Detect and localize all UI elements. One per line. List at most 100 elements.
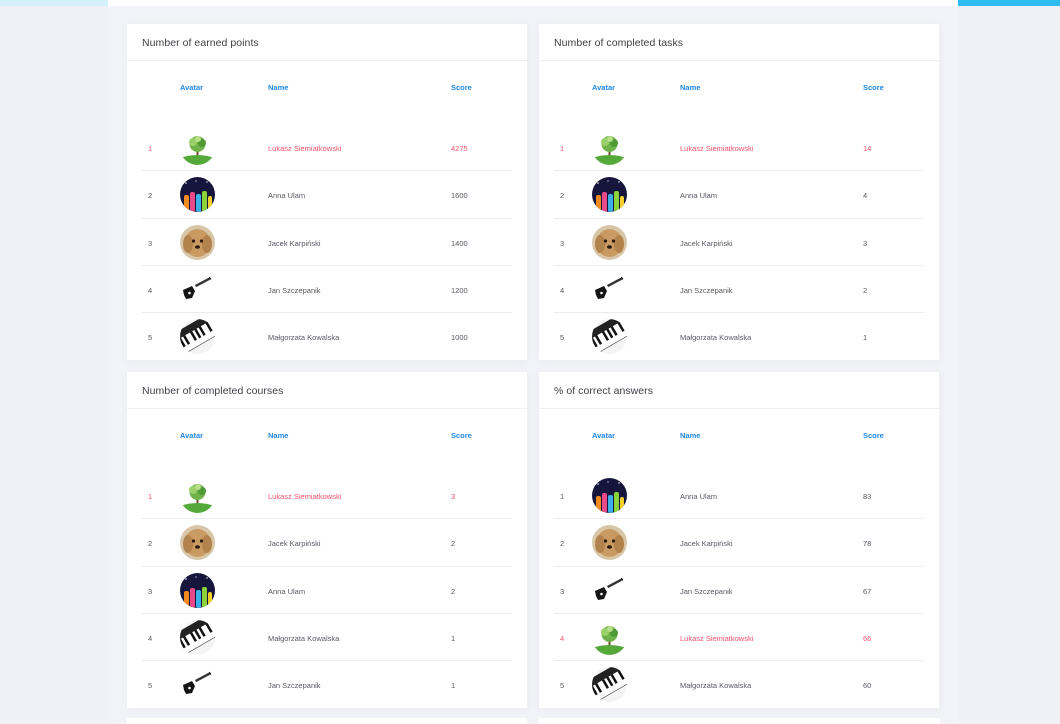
score-value: 1: [863, 333, 868, 343]
leaderboard-card-courses: Number of completed courses Avatar Name Sc…: [127, 372, 527, 708]
user-name: Jacek Karpiński: [268, 539, 321, 549]
score-value: 2: [451, 539, 456, 549]
column-header-score[interactable]: Score: [863, 83, 884, 92]
score-value: 3: [863, 238, 868, 248]
user-name: Małgorzata Kowalska: [268, 633, 340, 643]
table-row: 4 Lukasz Siemiatkowski 66: [554, 614, 924, 662]
table-row: 2 Anna Ulam 1600: [142, 171, 512, 219]
table-row: 3 Jacek Karpiński 3: [554, 219, 924, 266]
score-value: 14: [863, 144, 872, 153]
score-value: 4275: [451, 144, 468, 153]
column-header-score[interactable]: Score: [863, 431, 884, 440]
table-row: 2 Jacek Karpiński 2: [142, 519, 512, 567]
hands-avatar: [180, 572, 215, 608]
tree-avatar: [180, 478, 215, 513]
user-name: Lukasz Siemiatkowski: [268, 492, 342, 501]
dog-avatar: [180, 525, 215, 561]
rank-number: 4: [148, 633, 153, 643]
hands-avatar: [592, 177, 627, 213]
piano-avatar: [180, 319, 215, 355]
column-header-name[interactable]: Name: [268, 83, 289, 92]
piano-avatar: [180, 619, 215, 655]
rank-number: 3: [560, 238, 565, 248]
hands-avatar: [592, 478, 627, 513]
table-row: 4 Jan Szczepanik 2: [554, 266, 924, 314]
column-header-avatar[interactable]: Avatar: [180, 83, 204, 92]
score-value: 1600: [451, 191, 468, 201]
score-value: 2: [863, 285, 868, 295]
next-card-edge: [127, 718, 527, 724]
rank-number: 5: [560, 333, 565, 343]
next-card-edge: [539, 718, 940, 724]
card-title: Number of earned points: [127, 24, 527, 61]
column-header-score[interactable]: Score: [451, 83, 472, 92]
table-header: Avatar Name Score: [554, 409, 924, 472]
rank-number: 4: [560, 633, 565, 643]
user-name: Małgorzata Kowalska: [680, 681, 752, 691]
score-value: 3: [451, 492, 456, 501]
tree-avatar: [592, 619, 627, 655]
rank-number: 1: [148, 144, 153, 153]
rank-number: 2: [148, 191, 153, 201]
rank-number: 4: [560, 285, 565, 295]
score-value: 1400: [451, 238, 468, 248]
guitar-avatar: [180, 667, 215, 703]
score-value: 83: [863, 492, 872, 501]
column-header-name[interactable]: Name: [268, 431, 289, 440]
column-header-score[interactable]: Score: [451, 431, 472, 440]
score-value: 66: [863, 633, 872, 643]
guitar-avatar: [592, 572, 627, 608]
score-value: 1200: [451, 285, 468, 295]
table-row: 1 Lukasz Siemiatkowski 3: [142, 472, 512, 520]
user-name: Jan Szczepanik: [268, 681, 321, 691]
top-bar-right: [958, 0, 1060, 6]
leaderboard-card-tasks: Number of completed tasks Avatar Name Scor…: [539, 24, 939, 360]
column-header-name[interactable]: Name: [680, 83, 701, 92]
table-row: 1 Anna Ulam 83: [554, 472, 924, 520]
rank-number: 5: [148, 681, 153, 691]
rank-number: 2: [148, 539, 153, 549]
rank-number: 5: [560, 681, 565, 691]
piano-avatar: [592, 319, 627, 355]
leaderboard-card-points: Number of earned points Avatar Name Score 1…: [127, 24, 527, 360]
column-header-avatar[interactable]: Avatar: [592, 431, 616, 440]
user-name: Jacek Karpiński: [680, 539, 733, 549]
rank-number: 4: [148, 285, 153, 295]
score-value: 1: [451, 633, 456, 643]
score-value: 1: [451, 681, 456, 691]
column-header-avatar[interactable]: Avatar: [180, 431, 204, 440]
column-header-name[interactable]: Name: [680, 431, 701, 440]
rank-number: 3: [148, 586, 153, 596]
score-value: 2: [451, 586, 456, 596]
table-header: Avatar Name Score: [142, 61, 512, 124]
dog-avatar: [592, 224, 627, 260]
score-value: 1000: [451, 333, 468, 343]
score-value: 60: [863, 681, 872, 691]
top-bar-left: [0, 0, 108, 6]
table-header: Avatar Name Score: [142, 409, 512, 472]
piano-avatar: [592, 667, 627, 703]
table-row: 5 Małgorzata Kowalska 60: [554, 661, 924, 708]
score-value: 4: [863, 191, 868, 201]
leaderboard-table: Avatar Name Score 1 Lukasz Siemiatkowski 4275…: [142, 61, 512, 360]
leaderboard-table: Avatar Name Score 1 Lukasz Siemiatkowski 14 2 A…: [554, 61, 924, 360]
tree-avatar: [180, 130, 215, 165]
user-name: Jan Szczepanik: [268, 285, 321, 295]
rank-number: 3: [148, 238, 153, 248]
user-name: Anna Ulam: [680, 492, 718, 501]
rank-number: 1: [560, 492, 565, 501]
table-row: 2 Anna Ulam 4: [554, 171, 924, 219]
table-row: 3 Jacek Karpiński 1400: [142, 219, 512, 266]
main-content: Number of earned points Avatar Name Score 1…: [108, 0, 958, 724]
rank-number: 2: [560, 539, 565, 549]
guitar-avatar: [180, 271, 215, 307]
table-row: 2 Jacek Karpiński 78: [554, 519, 924, 567]
table-row: 3 Jan Szczepanik 67: [554, 567, 924, 614]
table-row: 5 Jan Szczepanik 1: [142, 661, 512, 708]
rank-number: 5: [148, 333, 153, 343]
table-row: 5 Małgorzata Kowalska 1: [554, 313, 924, 360]
leaderboard-table: Avatar Name Score 1 Lukasz Siemiatkowski 3 2 Ja…: [142, 409, 512, 708]
column-header-avatar[interactable]: Avatar: [592, 83, 616, 92]
dog-avatar: [180, 224, 215, 260]
rank-number: 1: [148, 492, 153, 501]
